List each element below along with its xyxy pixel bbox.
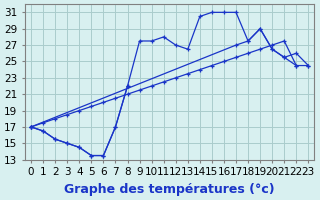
X-axis label: Graphe des températures (°c): Graphe des températures (°c): [64, 183, 275, 196]
